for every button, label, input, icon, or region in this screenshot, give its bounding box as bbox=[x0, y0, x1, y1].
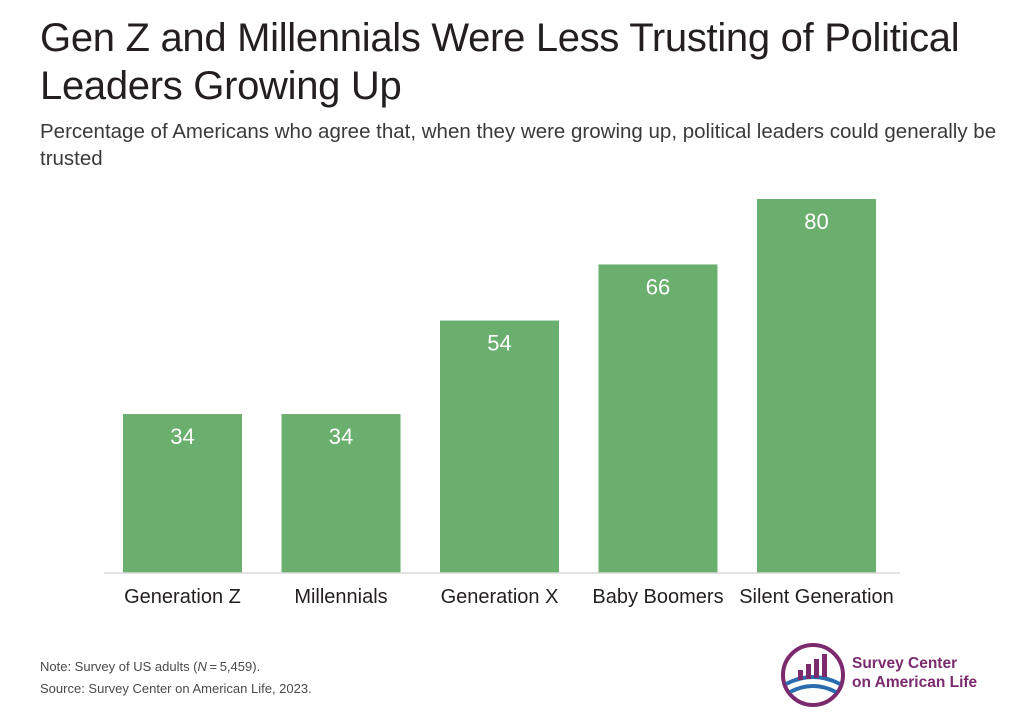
category-labels-group: Generation Z Millennials Generation X Baby … bbox=[124, 586, 894, 608]
bar-value-label-generation-x: 54 bbox=[487, 331, 511, 356]
note-suffix: = 5,459). bbox=[206, 659, 261, 674]
chart-subtitle: Percentage of Americans who agree that, … bbox=[40, 120, 997, 170]
chart-title: Gen Z and Millennials Were Less Trusting… bbox=[40, 16, 960, 108]
bar-value-label-generation-z: 34 bbox=[170, 424, 194, 449]
category-label-baby-boomers: Baby Boomers bbox=[592, 586, 723, 608]
bar-value-label-silent-generation: 80 bbox=[804, 209, 828, 234]
category-label-generation-z: Generation Z bbox=[124, 586, 241, 608]
note-prefix: Note: Survey of US adults ( bbox=[40, 659, 198, 674]
bar-value-label-millennials: 34 bbox=[329, 424, 353, 449]
bar-generation-x bbox=[440, 320, 559, 573]
bar-generation-z bbox=[123, 414, 242, 573]
category-label-generation-x: Generation X bbox=[441, 586, 559, 608]
category-label-millennials: Millennials bbox=[294, 586, 387, 608]
bar-baby-boomers bbox=[598, 264, 718, 573]
bar-value-label-baby-boomers: 66 bbox=[646, 274, 670, 299]
logo-line-2: on American Life bbox=[852, 674, 978, 691]
bar-silent-generation bbox=[757, 199, 876, 573]
bar-chart-circle-logo-icon bbox=[781, 643, 845, 707]
bar-millennials bbox=[281, 414, 401, 573]
note-line: Note: Survey of US adults (N = 5,459). bbox=[40, 656, 312, 678]
logo-text: Survey Center on American Life bbox=[852, 654, 977, 692]
chart-note: Note: Survey of US adults (N = 5,459). S… bbox=[40, 656, 312, 700]
survey-center-logo: Survey Center on American Life bbox=[778, 640, 998, 712]
note-n-symbol: N bbox=[197, 659, 207, 674]
logo-line-1: Survey Center bbox=[852, 655, 958, 672]
source-line: Source: Survey Center on American Life, … bbox=[40, 681, 312, 696]
category-label-silent-generation: Silent Generation bbox=[739, 586, 894, 608]
bars-group: 34 34 54 66 80 bbox=[123, 199, 876, 573]
